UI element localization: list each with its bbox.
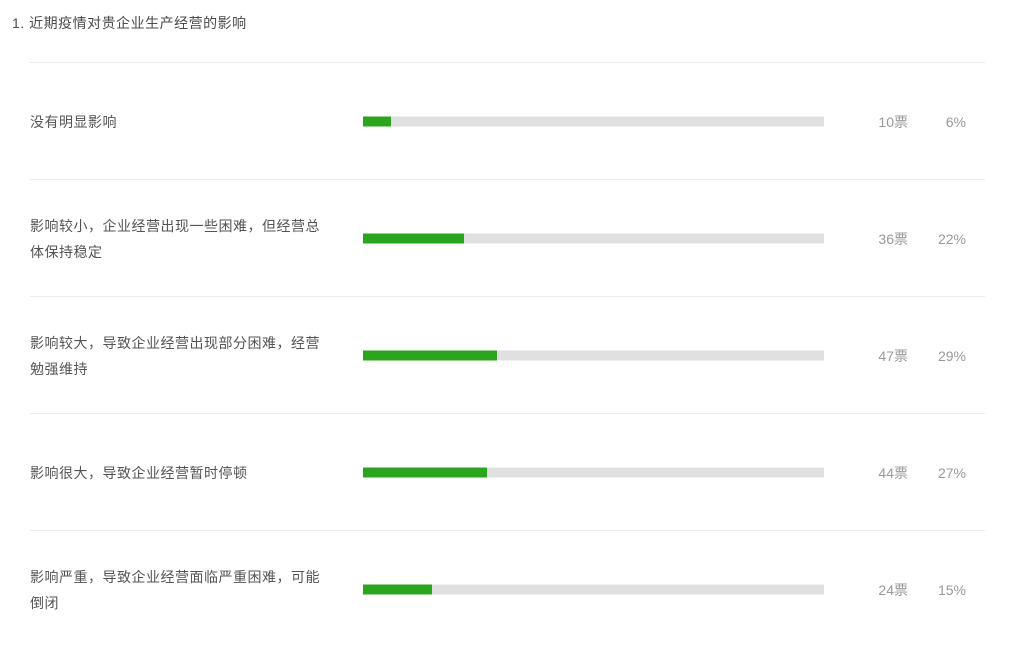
vote-percent: 6% — [945, 113, 966, 130]
option-row: 影响严重，导致企业经营面临严重困难，可能倒闭 24票 15% — [0, 531, 1011, 648]
result-bar-fill — [363, 584, 433, 594]
vote-percent: 22% — [937, 230, 966, 247]
vote-count: 44票 — [878, 464, 908, 481]
option-label: 影响严重，导致企业经营面临严重困难，可能倒闭 — [30, 568, 320, 611]
vote-count: 10票 — [878, 113, 908, 130]
vote-percent: 29% — [937, 347, 966, 364]
vote-count: 47票 — [878, 347, 908, 364]
option-row: 影响较小，企业经营出现一些困难，但经营总体保持稳定 36票 22% — [0, 180, 1011, 297]
vote-percent: 15% — [937, 581, 966, 598]
option-label: 没有明显影响 — [30, 113, 117, 130]
option-label: 影响很大，导致企业经营暂时停顿 — [30, 464, 248, 481]
result-bar-track — [363, 116, 824, 126]
result-bar-track — [363, 350, 824, 360]
option-row: 影响很大，导致企业经营暂时停顿 44票 27% — [0, 414, 1011, 531]
result-bar-track — [363, 467, 824, 477]
result-bar-fill — [363, 350, 497, 360]
option-row: 没有明显影响 10票 6% — [0, 63, 1011, 180]
result-bar-fill — [363, 116, 391, 126]
vote-count: 36票 — [878, 230, 908, 247]
result-bar-track — [363, 233, 824, 243]
question-title: 1. 近期疫情对贵企业生产经营的影响 — [12, 15, 247, 31]
result-bar-track — [363, 584, 824, 594]
vote-count: 24票 — [878, 581, 908, 598]
option-label: 影响较小，企业经营出现一些困难，但经营总体保持稳定 — [30, 217, 320, 260]
option-row: 影响较大，导致企业经营出现部分困难，经营勉强维持 47票 29% — [0, 297, 1011, 414]
vote-percent: 27% — [937, 464, 966, 481]
result-bar-fill — [363, 467, 488, 477]
option-label: 影响较大，导致企业经营出现部分困难，经营勉强维持 — [30, 334, 320, 377]
question-header: 1. 近期疫情对贵企业生产经营的影响 — [0, 0, 1011, 63]
result-bar-fill — [363, 233, 465, 243]
